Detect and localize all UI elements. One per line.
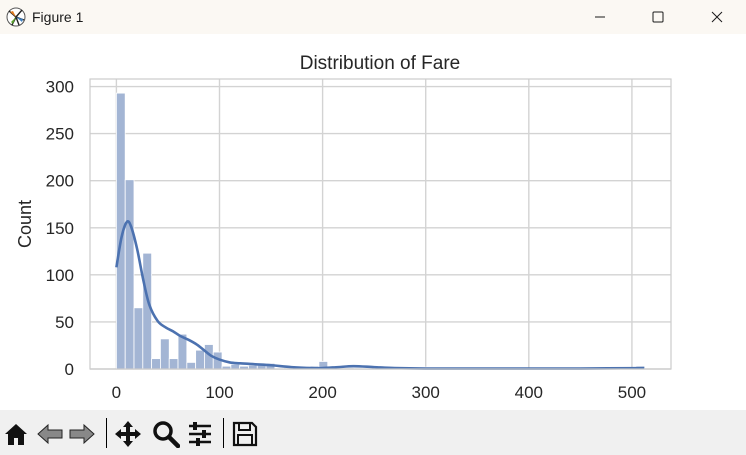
- back-button[interactable]: [36, 420, 64, 448]
- histogram-bar: [160, 338, 170, 370]
- matplotlib-logo-icon: [6, 7, 26, 27]
- home-button[interactable]: [2, 420, 30, 448]
- maximize-button[interactable]: [629, 0, 687, 34]
- forward-button[interactable]: [68, 420, 96, 448]
- y-tick-label: 100: [46, 266, 74, 285]
- histogram-bar: [230, 363, 241, 370]
- toolbar-separator: [106, 418, 107, 448]
- forward-arrow-icon: [69, 423, 95, 445]
- y-tick-label: 0: [65, 360, 74, 379]
- x-tick-label: 300: [412, 383, 440, 402]
- pan-button[interactable]: [114, 420, 142, 448]
- pan-move-icon: [115, 421, 141, 447]
- x-tick-label: 400: [515, 383, 543, 402]
- save-floppy-icon: [232, 421, 258, 447]
- x-tick-label: 500: [618, 383, 646, 402]
- histogram-bar: [142, 252, 153, 370]
- configure-subplots-icon: [189, 422, 211, 446]
- minimize-icon: [595, 16, 605, 18]
- histogram-bar: [186, 362, 197, 370]
- close-button[interactable]: [688, 0, 746, 34]
- save-button[interactable]: [231, 420, 259, 448]
- axes-frame: [89, 78, 672, 370]
- maximize-icon: [652, 11, 664, 23]
- histogram-bar: [124, 179, 135, 370]
- minimize-button[interactable]: [571, 0, 629, 34]
- y-tick-label: 150: [46, 219, 74, 238]
- navigation-toolbar: [0, 410, 746, 455]
- back-arrow-icon: [37, 423, 63, 445]
- window-title: Figure 1: [32, 9, 84, 25]
- x-tick-label: 100: [205, 383, 233, 402]
- histogram-bar: [133, 307, 144, 370]
- x-tick-label: 200: [308, 383, 336, 402]
- zoom-button[interactable]: [152, 420, 180, 448]
- y-tick-label: 250: [46, 125, 74, 144]
- histogram-bar: [195, 349, 205, 370]
- configure-subplots-button[interactable]: [186, 420, 214, 448]
- x-tick-label: 0: [112, 383, 121, 402]
- y-tick-label: 200: [46, 172, 74, 191]
- kde-curve: [115, 219, 645, 370]
- chart-title: Distribution of Fare: [300, 53, 461, 74]
- zoom-magnifier-icon: [153, 421, 180, 448]
- histogram-bar: [151, 358, 161, 370]
- y-axis-label: Count: [15, 200, 35, 248]
- histogram-chart: 0 100 200 300 400 500 0 50 100 150 200 250 300 Distr…: [15, 53, 672, 402]
- y-tick-label: 50: [55, 313, 74, 332]
- home-icon: [5, 424, 27, 445]
- title-bar: Figure 1: [0, 0, 746, 34]
- toolbar-separator: [223, 418, 224, 448]
- figure-canvas[interactable]: 0 100 200 300 400 500 0 50 100 150 200 250 300 Distr…: [0, 34, 746, 409]
- histogram-bar: [168, 358, 179, 370]
- y-tick-label: 300: [46, 78, 74, 97]
- close-icon: [711, 11, 723, 23]
